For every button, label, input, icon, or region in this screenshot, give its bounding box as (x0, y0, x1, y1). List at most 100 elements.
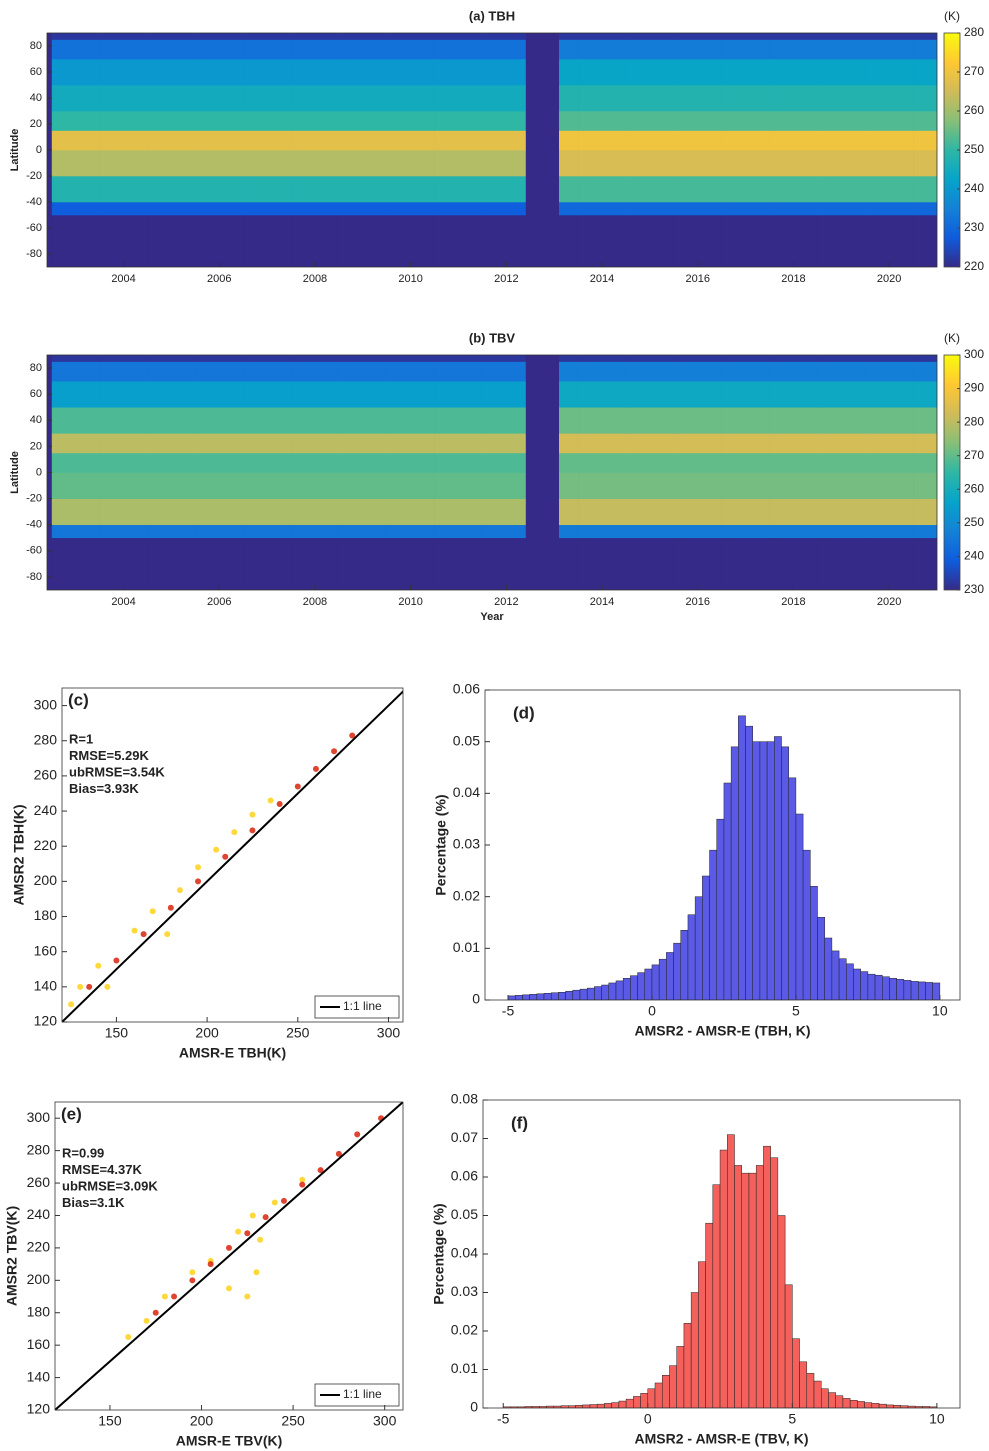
histogram-bar (543, 993, 552, 1000)
scatter-point (235, 1228, 242, 1235)
histogram-bar (867, 973, 876, 1000)
histogram-bar (864, 1402, 873, 1408)
scatter-point (267, 797, 274, 804)
x-tick-label: 300 (373, 1413, 397, 1429)
colorbar-tick-label: 250 (964, 142, 984, 156)
heat-cell (434, 498, 483, 526)
heat-cell (578, 39, 627, 60)
y-tick-label: 200 (34, 872, 58, 888)
heat-cell (386, 433, 435, 454)
histogram-bar (586, 987, 595, 1000)
y-tick-label: 0.05 (453, 732, 480, 748)
histogram-bar (838, 958, 847, 1000)
histogram-bar (633, 1396, 641, 1408)
colorbar-tick-label: 270 (964, 448, 984, 462)
heat-cell (558, 472, 579, 499)
stat-annotation: R=1 (69, 731, 93, 746)
heat-cell (434, 524, 483, 539)
plot-area (502, 1134, 938, 1408)
heat-cell (769, 111, 818, 131)
y-tick-label: 0.06 (451, 1168, 478, 1184)
histogram-bar (712, 1184, 721, 1408)
scatter-point (331, 748, 338, 755)
colorbar-tick-label: 270 (964, 64, 984, 78)
heat-cell (386, 472, 435, 499)
y-tick-label: 0.03 (453, 836, 480, 852)
y-tick-label: 60 (30, 66, 42, 78)
histogram-bar (752, 741, 761, 1000)
heat-cell (673, 150, 722, 177)
heat-cell (625, 202, 675, 216)
stat-annotation: R=0.99 (62, 1145, 104, 1160)
heat-cell (386, 215, 435, 267)
heat-cell (482, 39, 526, 60)
histogram-bar (820, 1388, 829, 1408)
heat-cell (482, 150, 526, 177)
plot-area (47, 33, 937, 267)
scatter-point (244, 1293, 251, 1300)
x-tick-label: -5 (497, 1411, 510, 1427)
chart-title: (a) TBH (469, 8, 515, 23)
heat-cell (338, 472, 388, 499)
heat-cell (625, 537, 675, 590)
heat-cell (195, 524, 244, 539)
scatter-point (299, 1181, 306, 1188)
heat-cell (386, 202, 435, 216)
heat-cell (291, 85, 340, 112)
heat-cell (338, 355, 388, 362)
histogram-bar (550, 992, 559, 1000)
y-tick-label: -60 (26, 222, 42, 234)
histogram-bar (654, 1382, 663, 1408)
heat-cell (558, 85, 579, 112)
heat-cell (578, 111, 627, 131)
scatter-point (149, 908, 156, 915)
y-tick-label: 160 (27, 1336, 51, 1352)
heat-cell (195, 407, 244, 434)
heat-cell (195, 498, 244, 526)
heat-cell (721, 498, 770, 526)
histogram-bar (849, 1400, 858, 1408)
heat-cell (99, 537, 148, 590)
heat-cell (578, 202, 627, 216)
heat-cell (338, 150, 388, 177)
y-tick-label: -80 (26, 571, 42, 583)
histogram-bar (644, 968, 653, 1000)
x-tick-label: 10 (932, 1003, 948, 1019)
heat-cell (769, 537, 818, 590)
heat-cell (386, 111, 435, 131)
y-tick-label: 120 (27, 1401, 51, 1417)
heat-cell (386, 524, 435, 539)
x-tick-label: 300 (377, 1025, 401, 1041)
histogram-bar (622, 978, 631, 1000)
heat-cell (865, 202, 914, 216)
heat-cell (482, 452, 526, 473)
heat-cell (434, 176, 483, 203)
heat-cell (865, 176, 914, 203)
histogram-bar (582, 1404, 591, 1408)
heat-cell (51, 215, 100, 267)
x-tick-label: 2014 (590, 596, 614, 608)
histogram-bar (860, 971, 869, 1000)
heat-cell (673, 202, 722, 216)
heat-cell (482, 215, 526, 267)
histogram-bar (903, 980, 912, 1000)
panel-title: (d) (513, 703, 535, 722)
heat-cell (195, 33, 244, 40)
x-tick-label: 2008 (303, 273, 327, 285)
x-tick-label: 5 (792, 1003, 800, 1019)
heat-cell (243, 33, 292, 40)
heat-cell (625, 433, 675, 454)
histogram-bar (630, 975, 638, 1000)
histogram-bar (647, 1388, 656, 1408)
panel-title: (e) (61, 1104, 82, 1123)
heat-cell (99, 498, 148, 526)
heat-cell (386, 130, 435, 151)
heat-cell (673, 381, 722, 408)
scatter-point (257, 1236, 264, 1243)
stat-annotation: RMSE=4.37K (62, 1162, 142, 1177)
heat-cell (673, 33, 722, 40)
heat-cell (99, 381, 148, 408)
heat-cell (913, 111, 937, 131)
heat-cell (195, 111, 244, 131)
